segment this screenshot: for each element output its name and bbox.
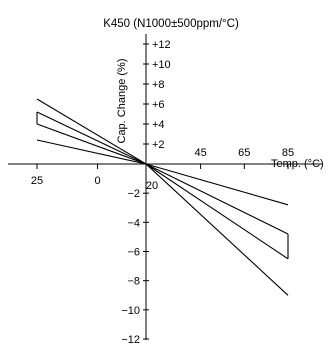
y-tick-label: −10	[121, 305, 140, 317]
series-line	[36, 111, 289, 260]
chart-title: K450 (N1000±500ppm/°C)	[103, 18, 239, 30]
x-tick-label: 85	[282, 147, 294, 159]
series-layer	[36, 98, 289, 296]
x-tick-label: 65	[238, 147, 250, 159]
y-tick-label: −4	[127, 217, 140, 229]
y-tick-label: −8	[127, 276, 140, 288]
y-tick-label: −6	[127, 247, 140, 259]
y-tick-label: +4	[152, 119, 165, 131]
axes	[8, 34, 322, 340]
y-tick-label: +8	[152, 79, 165, 91]
y-tick-label: −2	[127, 188, 140, 200]
x-tick-label: 25	[31, 175, 43, 187]
y-tick-label: −12	[121, 334, 140, 346]
x-tick-label: 0	[94, 175, 100, 187]
series-line	[36, 139, 289, 206]
y-tick-label: +2	[152, 139, 165, 151]
x-tick-label: 45	[194, 147, 206, 159]
y-tick-label: +10	[152, 59, 171, 71]
x-tick-label: 20	[146, 180, 158, 192]
y-axis-label: Cap. Change (%)	[116, 59, 128, 144]
y-tick-label: +6	[152, 99, 165, 111]
ticks-layer: 25 0 20 45 65 85 +12 +10 +8 +6 +4 +2 −2 −4 −6 −8 −10 −12	[31, 39, 294, 346]
y-tick-label: +12	[152, 39, 171, 51]
